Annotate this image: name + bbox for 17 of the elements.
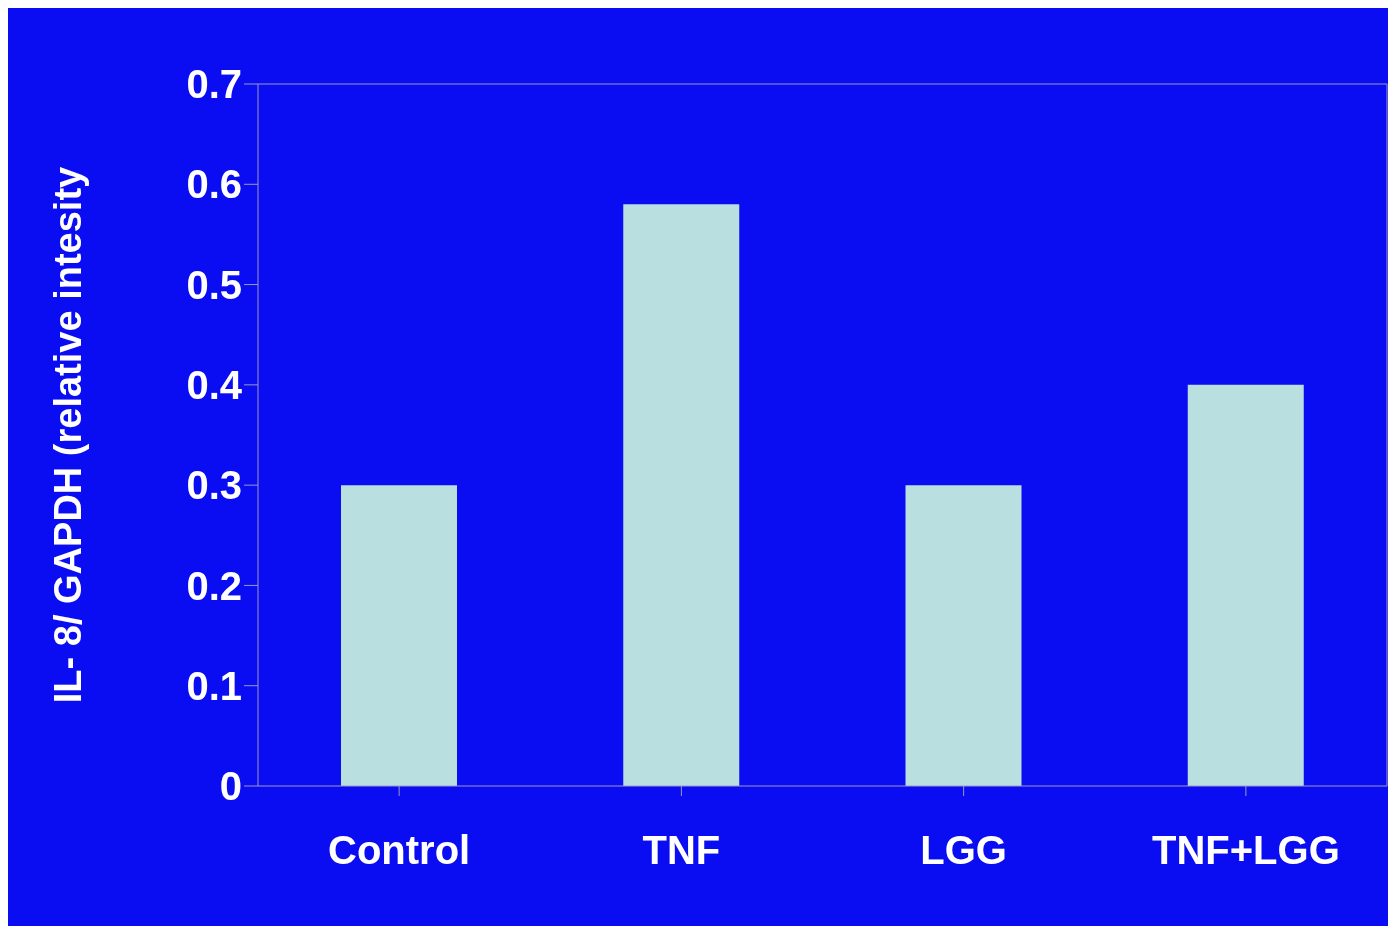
y-tick-label: 0.2	[186, 563, 242, 608]
x-tick-label: TNF+LGG	[1151, 828, 1340, 873]
y-tick-label: 0.7	[186, 62, 242, 107]
y-tick-label: 0.1	[186, 663, 242, 708]
y-tick-label: 0.3	[186, 463, 242, 508]
bar	[341, 485, 457, 786]
bar	[1187, 384, 1304, 786]
bar	[623, 204, 740, 786]
y-tick-label: 0	[219, 764, 242, 809]
x-tick-label: Control	[328, 828, 471, 873]
y-tick-label: 0.6	[186, 162, 242, 207]
x-tick-label: LGG	[920, 828, 1007, 873]
y-tick-label: 0.4	[186, 363, 243, 408]
x-tick-label: TNF	[642, 828, 721, 873]
y-axis-title: IL- 8/ GAPDH (relative intesity	[47, 166, 90, 704]
y-tick-label: 0.5	[186, 262, 242, 307]
bar	[905, 485, 1022, 786]
